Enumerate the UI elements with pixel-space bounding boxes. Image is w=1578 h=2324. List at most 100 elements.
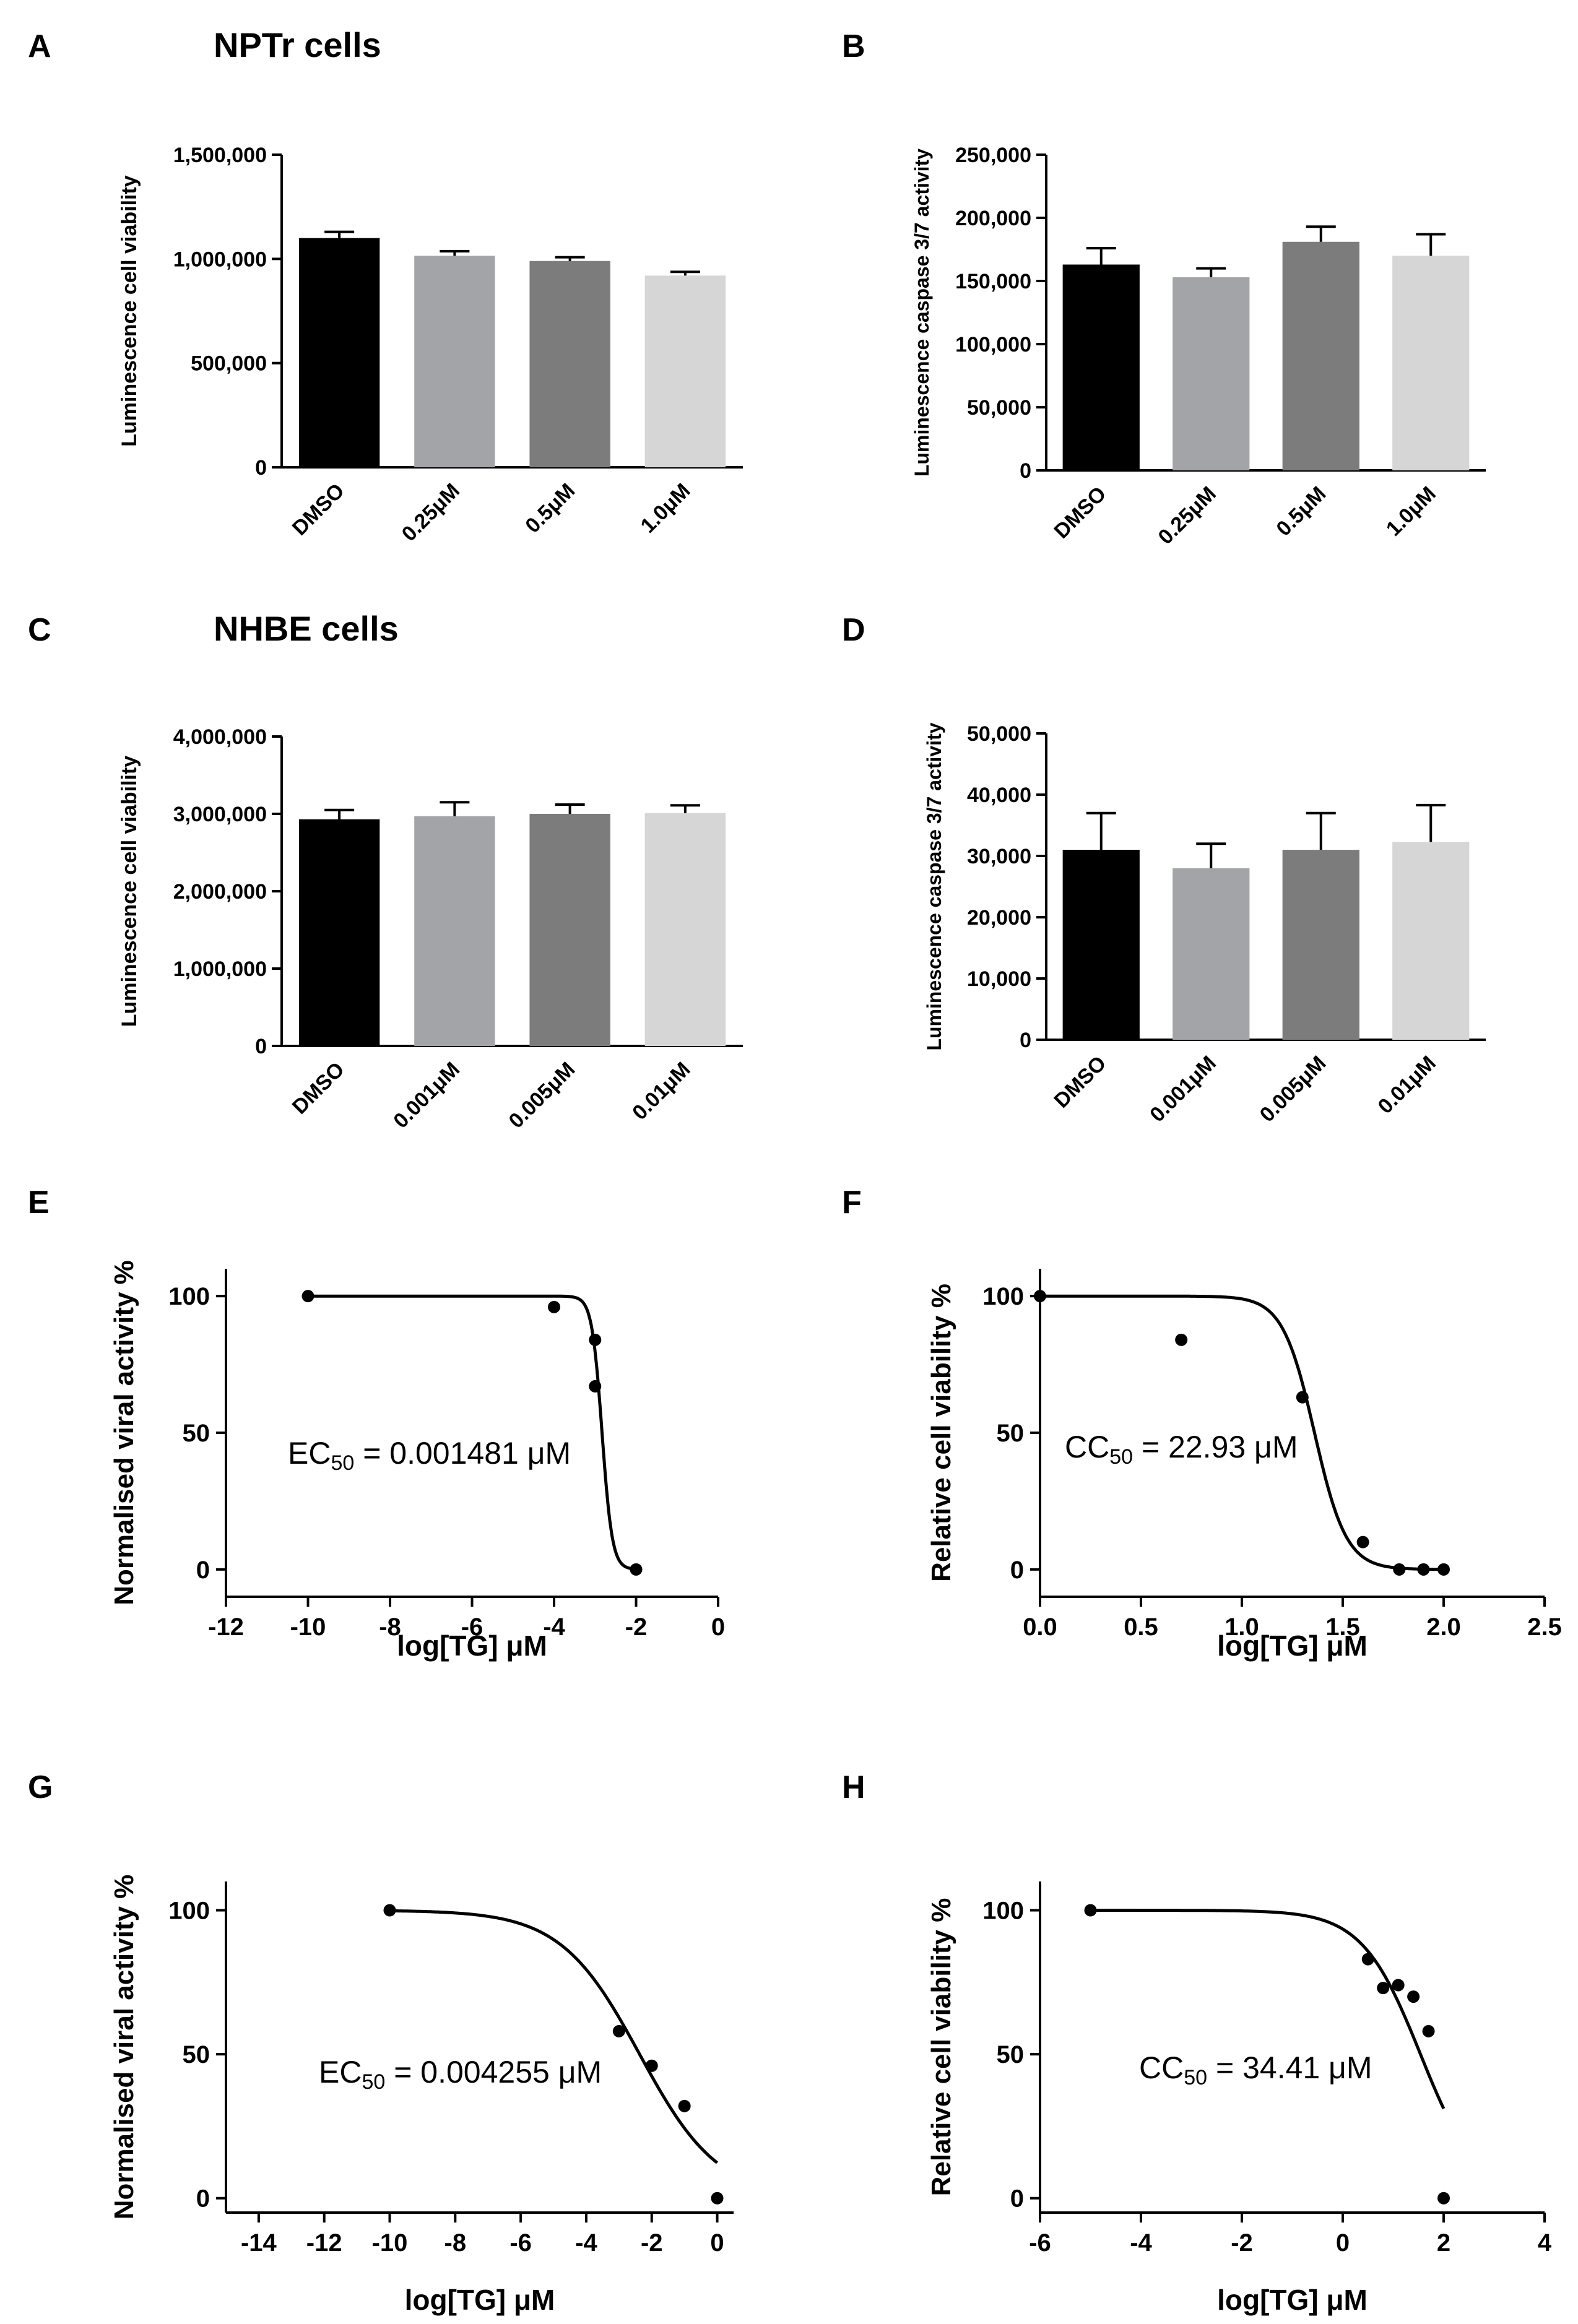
chart-f-x-axis-label: log[TG] μM	[1217, 1630, 1368, 1662]
chart-f-data-point	[1175, 1333, 1188, 1346]
chart-g-fit-curve	[389, 1909, 719, 2164]
chart-e-data-point	[589, 1380, 602, 1393]
chart-e-panel-letter: E	[28, 1185, 50, 1220]
nhbe-cells-heading: NHBE cells	[214, 609, 399, 648]
chart-f-xtick-label: 0.5	[1124, 1613, 1158, 1641]
chart-c-ytick-label: 1,000,000	[173, 957, 267, 981]
chart-h-ytick-label: 0	[1010, 2185, 1024, 2213]
chart-g-xtick-label: -2	[641, 2229, 663, 2257]
chart-b-ytick-label: 0	[1020, 459, 1031, 483]
chart-e-data-point	[548, 1300, 560, 1313]
chart-g-xtick-label: 0	[710, 2229, 724, 2257]
chart-h-xtick-label: 2	[1437, 2229, 1450, 2257]
chart-b-bar	[1062, 264, 1140, 470]
chart-f-data-point	[1393, 1563, 1406, 1576]
chart-a-category-label: 0.25μM	[397, 479, 464, 546]
chart-c-category-label: 0.01μM	[628, 1058, 695, 1125]
chart-a-category-label: 1.0μM	[636, 479, 695, 538]
chart-e-xtick-label: 0	[711, 1613, 725, 1641]
chart-g-data-point	[645, 2059, 658, 2072]
chart-h-xtick-label: 4	[1538, 2229, 1552, 2257]
chart-g-ytick-label: 50	[183, 2041, 210, 2068]
chart-b-ytick-label: 50,000	[967, 396, 1031, 420]
chart-h-xtick-label: 0	[1336, 2229, 1350, 2257]
chart-b-panel-letter: B	[842, 28, 865, 64]
chart-b-category-label: DMSO	[1049, 482, 1111, 543]
chart-d-ytick-label: 0	[1020, 1029, 1031, 1052]
chart-a-ytick-label: 1,500,000	[173, 144, 267, 167]
chart-e-xtick-label: -10	[290, 1613, 326, 1641]
chart-d-ytick-label: 30,000	[967, 845, 1031, 868]
chart-g-data-point	[612, 2024, 625, 2037]
chart-f-xtick-label: 1.5	[1325, 1613, 1360, 1641]
chart-g-panel-letter: G	[28, 1769, 53, 1805]
chart-h-ytick-label: 50	[997, 2041, 1025, 2068]
chart-b-ytick-label: 150,000	[955, 270, 1031, 293]
chart-g-xtick-label: -8	[444, 2229, 467, 2257]
chart-g-data-point	[383, 1904, 396, 1917]
chart-e-data-point	[589, 1333, 602, 1346]
chart-c-bar	[298, 819, 380, 1046]
chart-a-bar	[298, 238, 380, 467]
chart-c-bar	[414, 816, 495, 1046]
chart-d-category-label: DMSO	[1049, 1052, 1111, 1113]
chart-g-ytick-label: 100	[168, 1898, 210, 1925]
chart-a-ytick-label: 1,000,000	[173, 248, 267, 271]
chart-g-xtick-label: -14	[241, 2229, 277, 2257]
chart-d-bar	[1062, 850, 1140, 1040]
chart-f-annotation: CC50 = 22.93 μM	[1065, 1430, 1298, 1469]
chart-d-ytick-label: 50,000	[967, 722, 1031, 746]
chart-h-x-axis-label: log[TG] μM	[1217, 2284, 1368, 2316]
chart-e-ytick-label: 0	[196, 1557, 210, 1584]
chart-a-y-axis-label: Luminescence cell viability	[118, 175, 141, 447]
chart-c-category-label: 0.001μM	[389, 1058, 464, 1133]
chart-d-category-label: 0.01μM	[1373, 1052, 1440, 1118]
chart-a-bar	[529, 261, 610, 467]
chart-g-x-axis-label: log[TG] μM	[405, 2284, 555, 2316]
chart-d-category-label: 0.005μM	[1255, 1052, 1331, 1127]
chart-b-ytick-label: 100,000	[955, 333, 1031, 356]
chart-b-category-label: 0.25μM	[1153, 482, 1220, 549]
chart-c-ytick-label: 0	[255, 1035, 267, 1058]
chart-e-ytick-label: 100	[168, 1283, 210, 1310]
chart-h-xtick-label: -6	[1029, 2229, 1051, 2257]
chart-f-ytick-label: 50	[997, 1420, 1025, 1447]
chart-d-ytick-label: 20,000	[967, 906, 1031, 930]
chart-h-fit-curve	[1090, 1909, 1446, 2110]
chart-b-category-label: 1.0μM	[1382, 482, 1441, 541]
chart-f-panel-letter: F	[842, 1185, 862, 1220]
chart-g-data-point	[678, 2099, 691, 2112]
chart-h-panel-letter: H	[842, 1769, 865, 1805]
chart-f-data-point	[1437, 1563, 1450, 1576]
chart-d-bar	[1392, 842, 1470, 1040]
chart-a-bar	[414, 256, 495, 467]
chart-e-y-axis-label: Normalised viral activity %	[109, 1260, 139, 1605]
chart-c-ytick-label: 4,000,000	[173, 725, 267, 749]
chart-h-xtick-label: -4	[1130, 2229, 1152, 2257]
chart-a-panel-letter: A	[28, 28, 51, 64]
chart-f-data-point	[1417, 1563, 1430, 1576]
chart-h-data-point	[1377, 1982, 1390, 1995]
chart-e-xtick-label: -2	[625, 1613, 648, 1641]
chart-d-y-axis-label: Luminescence caspase 3/7 activity	[923, 722, 945, 1050]
chart-d-bar	[1173, 868, 1250, 1040]
chart-a-bar	[644, 275, 726, 467]
chart-e-xtick-label: -6	[461, 1613, 483, 1641]
chart-a-category-label: 0.5μM	[521, 479, 579, 538]
chart-b-bar	[1392, 256, 1470, 470]
chart-e-xtick-label: -8	[379, 1613, 401, 1641]
chart-c-category-label: DMSO	[288, 1058, 349, 1119]
chart-f-y-axis-label: Relative cell viability %	[926, 1284, 956, 1582]
chart-h-ytick-label: 100	[982, 1898, 1024, 1925]
chart-b-bar	[1173, 277, 1250, 470]
chart-e-fit-curve	[308, 1294, 636, 1571]
chart-d-ytick-label: 40,000	[967, 784, 1031, 807]
chart-f-ytick-label: 100	[982, 1283, 1024, 1310]
chart-e-xtick-label: -4	[543, 1613, 565, 1641]
chart-b-y-axis-label: Luminescence caspase 3/7 activity	[911, 149, 933, 477]
chart-c-bar	[529, 814, 610, 1046]
chart-g-y-axis-label: Normalised viral activity %	[109, 1875, 139, 2220]
chart-c-ytick-label: 3,000,000	[173, 803, 267, 826]
chart-h-data-point	[1361, 1953, 1374, 1966]
